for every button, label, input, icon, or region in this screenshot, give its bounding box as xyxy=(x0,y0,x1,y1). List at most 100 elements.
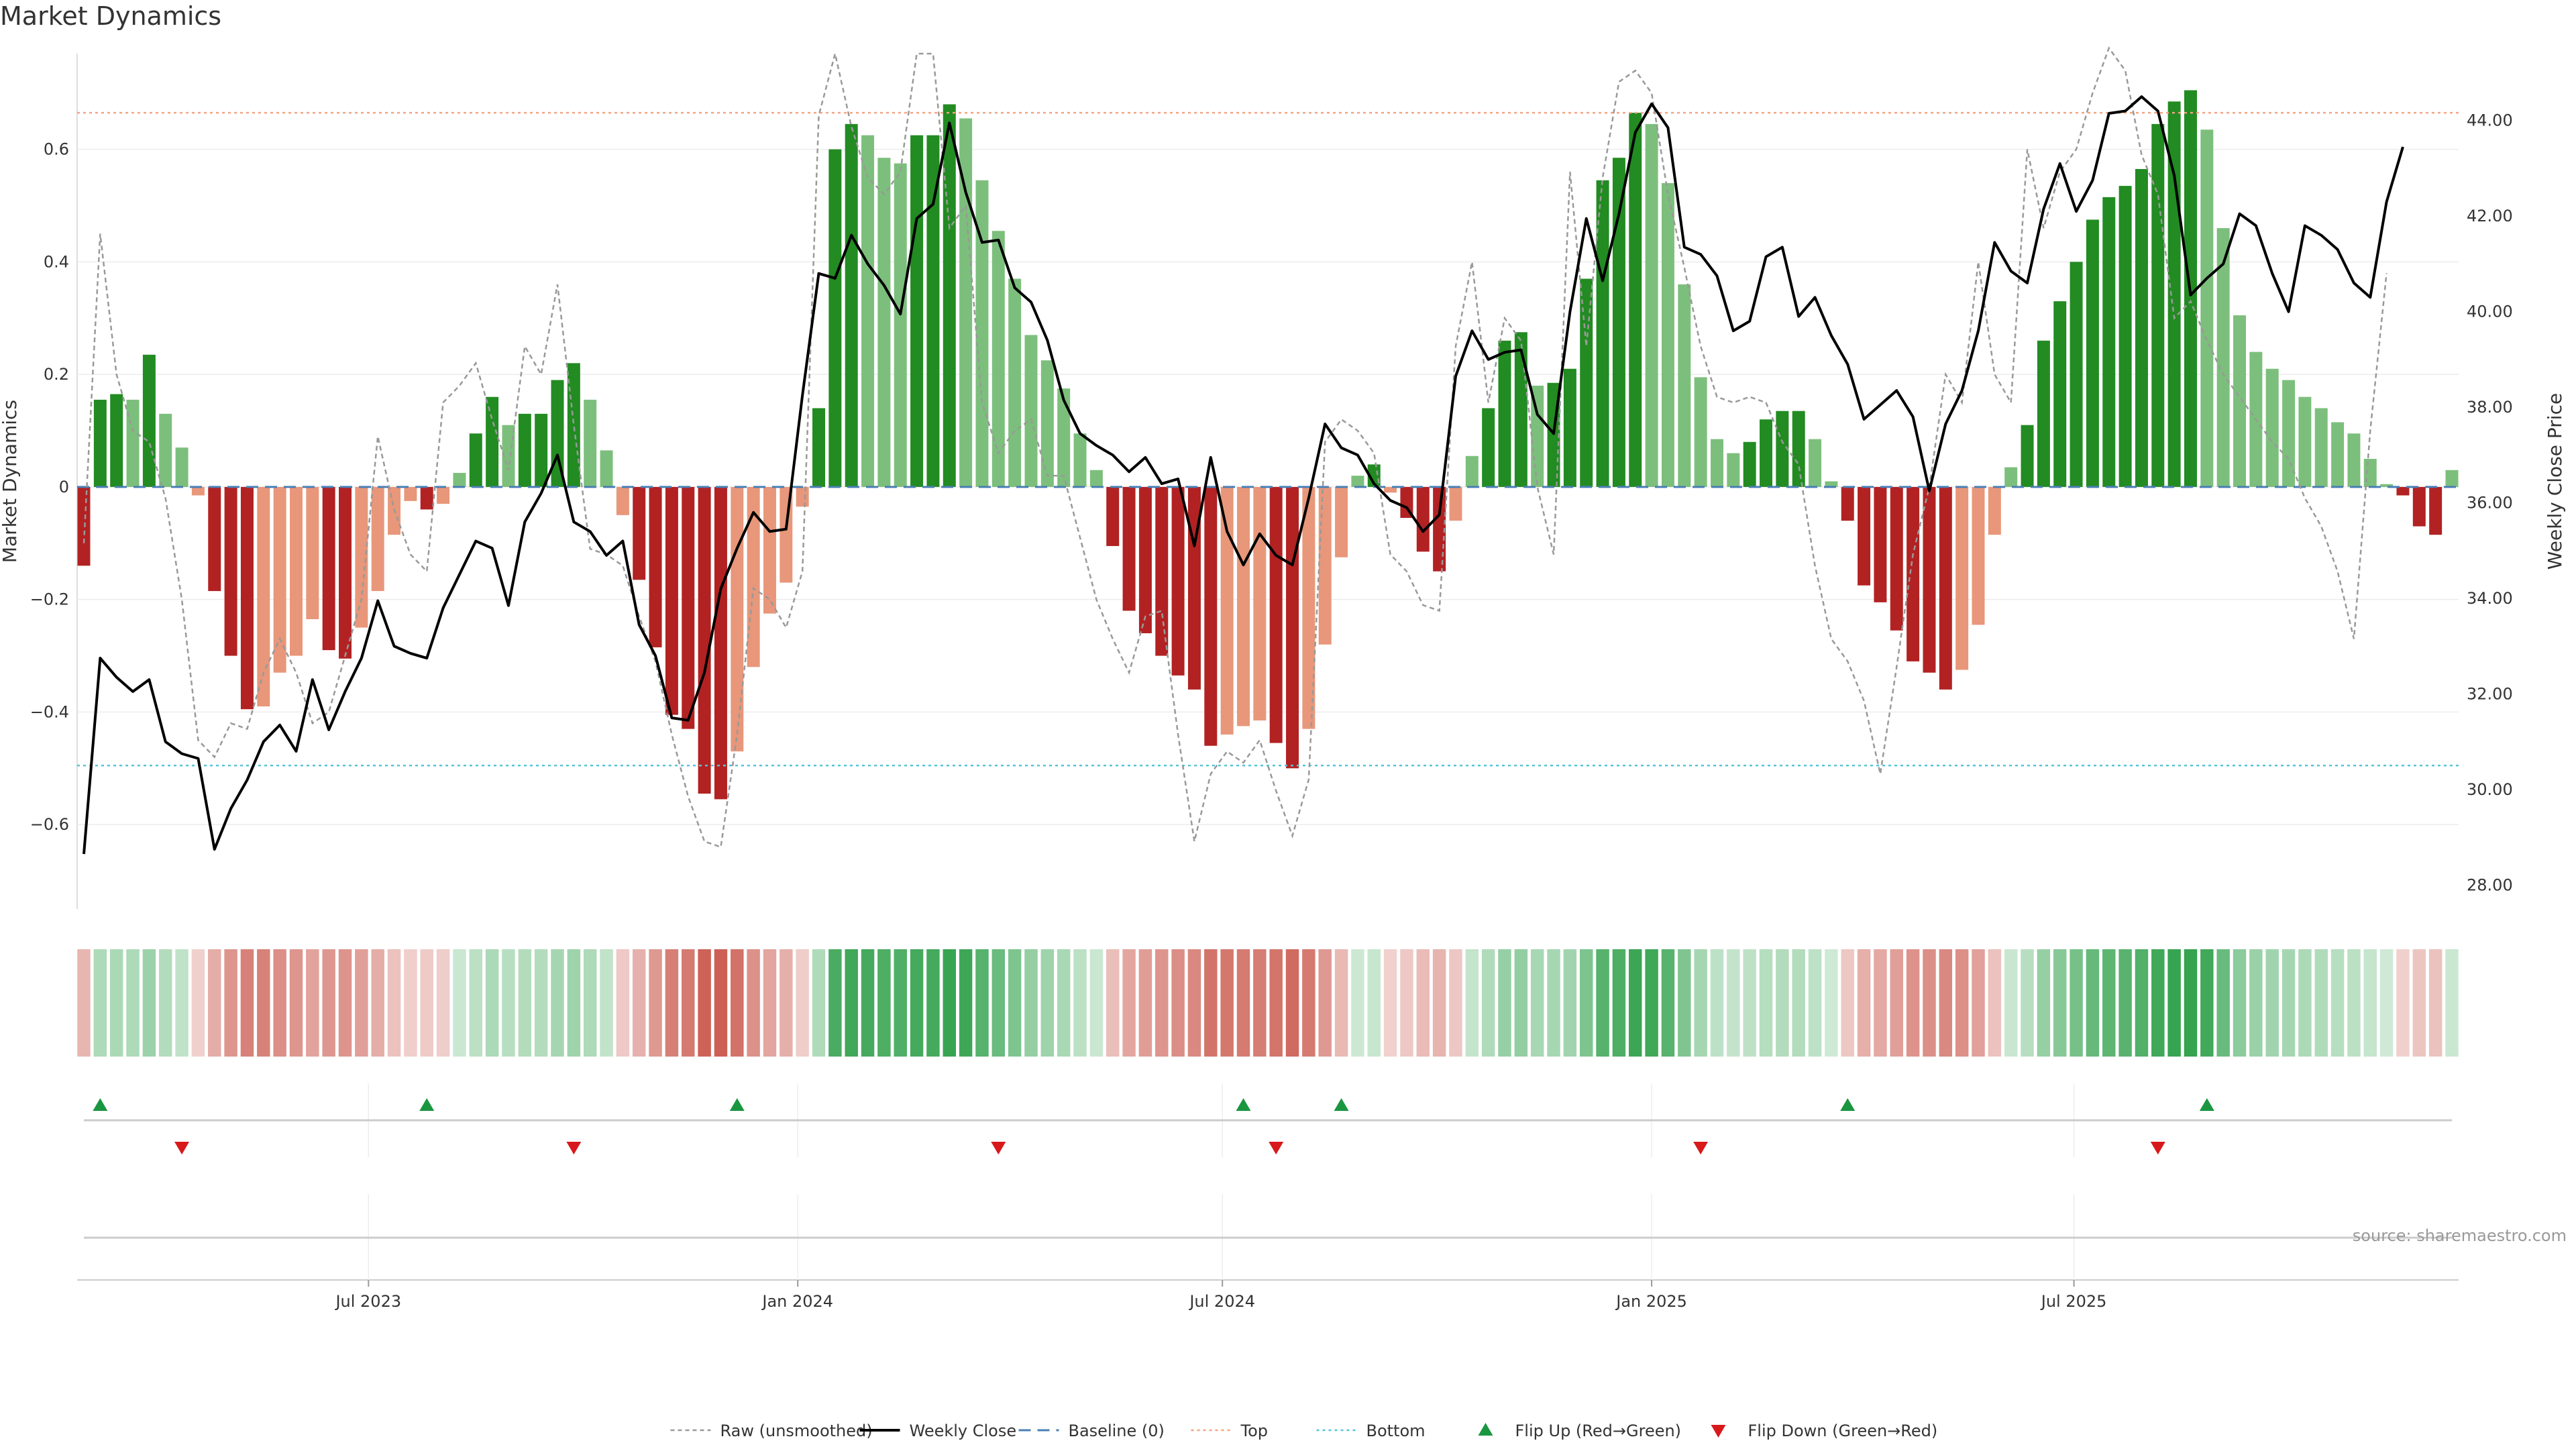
bar-15 xyxy=(322,486,335,651)
bar-25 xyxy=(486,396,499,487)
bar-71 xyxy=(1236,486,1250,727)
bar-58 xyxy=(1024,335,1038,487)
bar-27 xyxy=(518,413,531,487)
heat-cell-56 xyxy=(991,949,1006,1057)
bar-112 xyxy=(1907,486,1920,661)
bar-74 xyxy=(1286,486,1299,769)
y-tick-right-6: 40.00 xyxy=(2467,303,2513,321)
bar-69 xyxy=(1204,486,1218,746)
bar-89 xyxy=(1531,385,1544,487)
heat-cell-0 xyxy=(77,949,91,1057)
heat-cell-66 xyxy=(1155,949,1169,1057)
bar-22 xyxy=(437,486,450,504)
bar-13 xyxy=(289,486,303,656)
heat-cell-69 xyxy=(1204,949,1218,1057)
heat-cell-130 xyxy=(2200,949,2214,1057)
heat-cell-105 xyxy=(1792,949,1805,1057)
heat-cell-106 xyxy=(1808,949,1822,1057)
bar-75 xyxy=(1302,486,1316,729)
bar-37 xyxy=(682,486,695,729)
bar-5 xyxy=(159,413,172,487)
heat-cell-93 xyxy=(1596,949,1609,1057)
heat-cell-38 xyxy=(698,949,711,1057)
heat-cell-145 xyxy=(2445,949,2459,1057)
heat-cell-107 xyxy=(1825,949,1838,1057)
flip-down-marker-0 xyxy=(174,1142,190,1155)
bar-139 xyxy=(2347,433,2361,487)
weekly-close-line xyxy=(83,95,2404,855)
bar-99 xyxy=(1694,377,1707,487)
bar-57 xyxy=(1008,278,1022,487)
flip-up-marker-4 xyxy=(1334,1098,1349,1111)
bar-93 xyxy=(1596,180,1609,487)
heat-cell-8 xyxy=(208,949,221,1057)
bar-47 xyxy=(845,123,858,487)
heat-cell-104 xyxy=(1776,949,1789,1057)
y-tick-left-0: −0.6 xyxy=(30,815,69,834)
heat-cell-126 xyxy=(2135,949,2149,1057)
y-axis-label-right: Weekly Close Price xyxy=(2544,393,2566,570)
heat-cell-53 xyxy=(943,949,957,1057)
legend-handle-6 xyxy=(1711,1425,1726,1438)
heat-cell-27 xyxy=(518,949,532,1057)
heat-cell-123 xyxy=(2086,949,2100,1057)
bar-123 xyxy=(2086,219,2099,487)
bar-125 xyxy=(2118,186,2132,487)
y-tick-left-2: −0.2 xyxy=(30,590,69,609)
heat-cell-23 xyxy=(453,949,466,1057)
bar-101 xyxy=(1727,453,1740,487)
heat-cell-52 xyxy=(926,949,940,1057)
bar-84 xyxy=(1449,486,1462,521)
heat-cell-124 xyxy=(2102,949,2116,1057)
legend-label-3: Top xyxy=(1240,1421,1269,1440)
heat-cell-141 xyxy=(2379,949,2394,1057)
y-tick-right-4: 36.00 xyxy=(2467,494,2513,513)
bar-0 xyxy=(77,486,91,566)
heat-cell-90 xyxy=(1547,949,1560,1057)
heat-cell-12 xyxy=(273,949,286,1057)
bar-140 xyxy=(2363,458,2377,487)
bar-10 xyxy=(240,486,254,710)
flip-up-marker-1 xyxy=(419,1098,435,1111)
heat-cell-111 xyxy=(1890,949,1904,1057)
heat-cell-109 xyxy=(1857,949,1871,1057)
bar-7 xyxy=(191,486,205,496)
bar-92 xyxy=(1580,278,1593,487)
bar-106 xyxy=(1809,439,1822,487)
heat-cell-21 xyxy=(420,949,433,1057)
heat-cell-60 xyxy=(1057,949,1071,1057)
heat-cell-132 xyxy=(2233,949,2247,1057)
heat-cell-72 xyxy=(1253,949,1267,1057)
heat-cell-114 xyxy=(1939,949,1953,1057)
heat-cell-34 xyxy=(632,949,646,1057)
heat-cell-131 xyxy=(2216,949,2230,1057)
y-axis-label-left: Market Dynamics xyxy=(0,400,21,563)
flip-up-marker-2 xyxy=(729,1098,745,1111)
heat-cell-128 xyxy=(2167,949,2181,1057)
bar-70 xyxy=(1220,486,1234,735)
heat-cell-77 xyxy=(1334,949,1348,1057)
bar-127 xyxy=(2151,123,2165,487)
bar-135 xyxy=(2282,380,2296,487)
heat-cell-41 xyxy=(747,949,760,1057)
flip-down-marker-1 xyxy=(566,1142,582,1155)
bar-98 xyxy=(1678,284,1691,487)
bar-88 xyxy=(1514,332,1527,487)
y-tick-left-3: 0 xyxy=(59,478,69,496)
bar-108 xyxy=(1841,486,1854,521)
bar-126 xyxy=(2135,168,2148,487)
heat-cell-13 xyxy=(289,949,303,1057)
heat-cell-6 xyxy=(175,949,189,1057)
legend-label-0: Raw (unsmoothed) xyxy=(720,1421,873,1440)
heat-cell-81 xyxy=(1400,949,1413,1057)
bar-145 xyxy=(2445,470,2459,487)
bar-4 xyxy=(142,354,156,487)
legend-label-4: Bottom xyxy=(1366,1421,1426,1440)
flip-up-marker-0 xyxy=(93,1098,108,1111)
heat-cell-139 xyxy=(2347,949,2361,1057)
heat-cell-40 xyxy=(731,949,744,1057)
heat-cell-71 xyxy=(1236,949,1250,1057)
heat-cell-94 xyxy=(1612,949,1626,1057)
heat-cell-113 xyxy=(1923,949,1936,1057)
